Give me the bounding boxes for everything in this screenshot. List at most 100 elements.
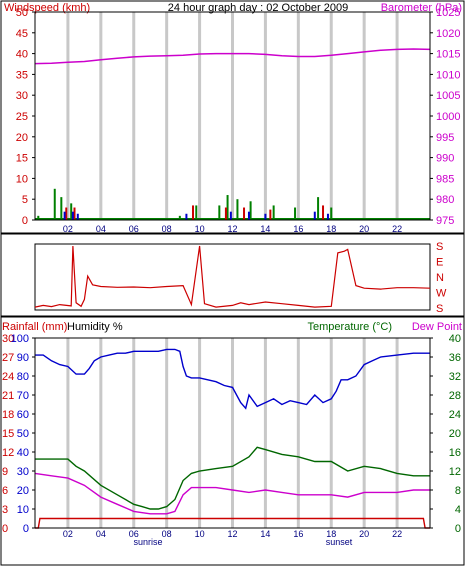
grid (66, 338, 399, 528)
y-tick-label: 10 (16, 173, 28, 185)
temperature-axis-label: Temperature (°C) (308, 321, 392, 333)
rain-tick-label: 0 (2, 523, 8, 535)
x-tick-label: 18 (326, 529, 336, 539)
humidity-tick-label: 70 (17, 390, 29, 402)
y-tick-label: 30 (16, 90, 28, 102)
temperature-tick-label: 40 (449, 333, 461, 345)
temperature-tick-label: 36 (449, 352, 461, 364)
wind-barometer-panel: 24 hour graph day : 02 October 2009 Wind… (0, 0, 465, 243)
rain-ticks: 0 3 6 9 12 15 18 21 24 27 30 (2, 333, 14, 535)
direction-tick-label: W (436, 288, 447, 300)
rain-tick-label: 18 (2, 409, 14, 421)
x-tick-label: 12 (227, 224, 237, 234)
y2-axis-label: Barometer (hPa) (381, 2, 462, 14)
temperature-tick-label: 4 (455, 504, 461, 516)
plot-frame (34, 243, 431, 311)
temperature-tick-label: 0 (455, 523, 461, 535)
humidity-tick-label: 60 (17, 409, 29, 421)
humidity-axis-label: Humidity % (67, 321, 123, 333)
y-tick-label: 15 (16, 153, 28, 165)
barometer-line (34, 48, 431, 65)
y-tick-label: 25 (16, 111, 28, 123)
x-tick-label: 04 (96, 529, 106, 539)
x-tick-label: 08 (162, 529, 172, 539)
temperature-line (35, 446, 430, 510)
temperature-tick-label: 8 (455, 485, 461, 497)
humidity-tick-label: 0 (23, 523, 29, 535)
y2-tick-label: 1005 (436, 90, 460, 102)
x-tick-label: 04 (96, 224, 106, 234)
temperature-tick-label: 12 (449, 466, 461, 478)
x-tick-label: 20 (359, 529, 369, 539)
wind-direction-line (34, 245, 431, 308)
y2-tick-label: 1020 (436, 28, 460, 40)
rain-tick-label: 27 (2, 352, 14, 364)
x-ticks: 02 04 06 08 10 12 14 16 18 20 22 (63, 224, 402, 234)
humidity-ticks: 0 10 20 30 40 50 60 70 80 90 100 (11, 333, 35, 535)
humidity-tick-label: 50 (17, 428, 29, 440)
series (34, 48, 431, 220)
x-tick-label: 18 (326, 224, 336, 234)
rain-tick-label: 6 (2, 485, 8, 497)
rain-tick-label: 12 (2, 447, 14, 459)
y-ticks: 0 5 10 15 20 25 30 35 40 45 50 (16, 7, 35, 227)
rain-tick-label: 9 (2, 466, 8, 478)
x-tick-label: 10 (195, 224, 205, 234)
x-tick-label: 10 (195, 529, 205, 539)
y-tick-label: 5 (22, 194, 28, 206)
direction-tick-label: E (436, 257, 443, 269)
y-tick-label: 45 (16, 28, 28, 40)
x-tick-label: 14 (260, 224, 270, 234)
y-tick-label: 40 (16, 49, 28, 61)
temperature-tick-label: 28 (449, 390, 461, 402)
x-tick-label: 02 (63, 224, 73, 234)
humidity-tick-label: 10 (17, 504, 29, 516)
rain-axis-label: Rainfall (mm) (2, 321, 67, 333)
rain-tick-label: 3 (2, 504, 8, 516)
y-tick-label: 20 (16, 132, 28, 144)
humidity-tick-label: 30 (17, 466, 29, 478)
rain-tick-label: 30 (2, 333, 14, 345)
y2-ticks: 975 980 985 990 995 1000 1005 1010 1015 1020 1025 (430, 7, 460, 227)
humidity-tick-label: 20 (17, 485, 29, 497)
rain-tick-label: 24 (2, 371, 14, 383)
dewpoint-axis-label: Dew Point (412, 321, 462, 333)
temperature-tick-label: 16 (449, 447, 461, 459)
sunset-label: sunset (326, 537, 353, 547)
y-tick-label: 0 (22, 215, 28, 227)
sunrise-label: sunrise (133, 537, 162, 547)
y2-tick-label: 1015 (436, 49, 460, 61)
y-tick-label: 50 (16, 7, 28, 19)
x-tick-label: 08 (162, 224, 172, 234)
temperature-tick-label: 20 (449, 428, 461, 440)
y2-tick-label: 985 (436, 173, 454, 185)
x-tick-label: 16 (293, 224, 303, 234)
temperature-tick-label: 32 (449, 371, 461, 383)
plot-frame (34, 11, 431, 221)
y2-tick-label: 1000 (436, 111, 460, 123)
x-tick-label: 12 (227, 529, 237, 539)
x-tick-label: 06 (129, 529, 139, 539)
dewpoint-line (34, 472, 430, 515)
humidity-line (35, 348, 430, 410)
humidity-tick-label: 40 (17, 447, 29, 459)
y2-tick-label: 1010 (436, 69, 460, 81)
y2-tick-label: 980 (436, 194, 454, 206)
temperature-tick-label: 24 (449, 409, 461, 421)
y-axis-label: Windspeed (kmh) (4, 2, 90, 14)
temp-humidity-panel: Rainfall (mm) Humidity % Temperature (°C… (0, 316, 465, 566)
y2-tick-label: 1025 (436, 7, 460, 19)
y-tick-label: 35 (16, 69, 28, 81)
x-tick-label: 22 (392, 224, 402, 234)
x-tick-label: 16 (293, 529, 303, 539)
humidity-tick-label: 100 (11, 333, 29, 345)
humidity-tick-label: 90 (17, 352, 29, 364)
direction-tick-label: S (436, 303, 443, 315)
y2-tick-label: 990 (436, 153, 454, 165)
direction-tick-label: N (436, 272, 444, 284)
humidity-tick-label: 80 (17, 371, 29, 383)
rain-tick-label: 15 (2, 428, 14, 440)
y2-tick-label: 995 (436, 132, 454, 144)
